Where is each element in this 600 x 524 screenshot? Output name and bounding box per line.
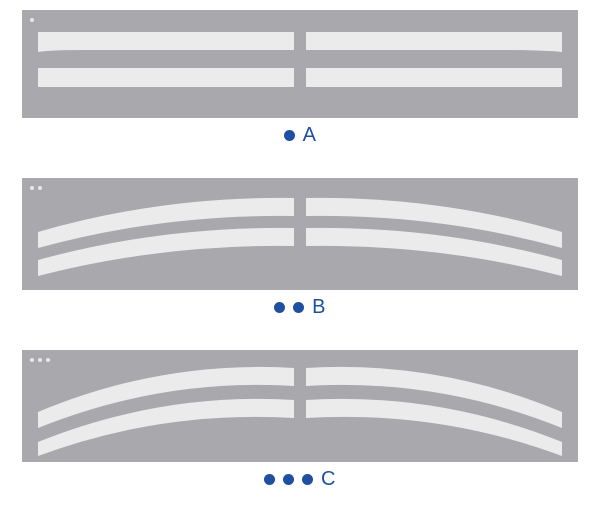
stripe-diagram bbox=[22, 350, 578, 462]
bullet-icon bbox=[283, 474, 294, 485]
panel-c bbox=[22, 350, 578, 462]
bullet-icon bbox=[293, 302, 304, 313]
bullet-icon bbox=[264, 474, 275, 485]
label-row-c: C bbox=[0, 468, 600, 491]
stripe-diagram bbox=[22, 178, 578, 290]
panel-b bbox=[22, 178, 578, 290]
bullet-icon bbox=[274, 302, 285, 313]
stripe bbox=[306, 32, 562, 52]
stripe bbox=[306, 68, 562, 87]
panel-label: B bbox=[312, 296, 326, 319]
bullet-icon bbox=[302, 474, 313, 485]
label-row-a: A bbox=[0, 124, 600, 147]
bullet-icon bbox=[284, 130, 295, 141]
panel-label: C bbox=[321, 468, 336, 491]
label-row-b: B bbox=[0, 296, 600, 319]
stripe-diagram bbox=[22, 10, 578, 118]
stripe bbox=[38, 32, 294, 52]
panel-label: A bbox=[303, 124, 317, 147]
panel-a bbox=[22, 10, 578, 118]
stripe bbox=[38, 68, 294, 87]
